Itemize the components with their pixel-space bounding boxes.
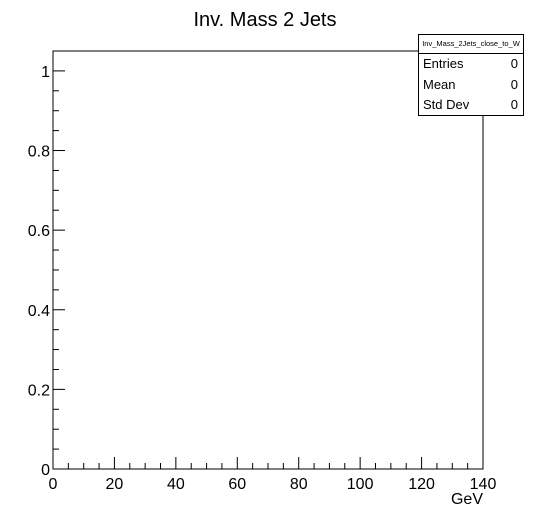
x-tick-label: 0 <box>49 476 58 493</box>
stats-entries-label: Entries <box>423 56 464 71</box>
stats-mean-value: 0 <box>510 76 518 92</box>
stats-row-entries: Entries 0 <box>419 54 523 75</box>
x-tick-label: 140 <box>470 476 497 493</box>
x-tick-label: 80 <box>290 476 308 493</box>
y-axis-tick-labels: 0 0.2 0.4 0.6 0.8 1 <box>28 64 50 479</box>
stats-row-mean: Mean 0 <box>419 75 523 96</box>
y-axis-ticks <box>53 50 65 470</box>
stats-stddev-value: 0 <box>510 97 518 112</box>
x-tick-label: 100 <box>347 476 374 493</box>
x-tick-label: 20 <box>106 476 124 493</box>
chart-title: Inv. Mass 2 Jets <box>193 9 336 31</box>
stats-mean-label: Mean <box>423 76 456 92</box>
x-tick-label: 60 <box>228 476 246 493</box>
stats-histogram-name: Inv_Mass_2Jets_close_to_W <box>419 35 523 54</box>
x-tick-label: 40 <box>167 476 185 493</box>
x-axis-label: GeV <box>451 491 483 508</box>
y-tick-label: 0 <box>41 462 50 479</box>
stats-row-stddev: Std Dev 0 <box>419 95 523 116</box>
x-axis-ticks <box>52 457 484 469</box>
y-tick-label: 0.6 <box>28 223 50 240</box>
y-tick-label: 1 <box>41 64 50 81</box>
stats-entries-value: 0 <box>510 56 518 71</box>
stats-box: Inv_Mass_2Jets_close_to_W Entries 0 Mean… <box>418 34 524 116</box>
x-tick-label: 120 <box>408 476 435 493</box>
x-axis-tick-labels: 0 20 40 60 80 100 120 140 <box>49 476 497 493</box>
y-tick-label: 0.2 <box>28 382 50 399</box>
y-tick-label: 0.4 <box>28 303 50 320</box>
y-tick-label: 0.8 <box>28 144 50 161</box>
stats-stddev-label: Std Dev <box>423 97 470 112</box>
